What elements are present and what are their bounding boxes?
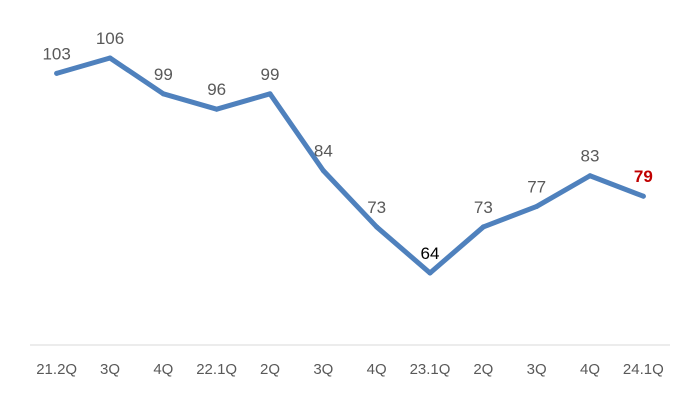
x-tick-label: 23.1Q [410, 361, 451, 378]
x-tick-label: 21.2Q [36, 361, 77, 378]
data-label: 79 [634, 167, 653, 186]
data-label: 73 [474, 198, 493, 217]
data-label: 83 [581, 147, 600, 166]
x-tick-label: 2Q [260, 361, 280, 378]
x-tick-label: 3Q [313, 361, 333, 378]
data-point [640, 193, 646, 199]
data-label: 96 [207, 80, 226, 99]
data-label: 84 [314, 142, 333, 161]
x-tick-label: 2Q [473, 361, 493, 378]
x-tick-label: 4Q [580, 361, 600, 378]
data-point [587, 173, 593, 179]
x-tick-layer: 21.2Q 3Q 4Q 22.1Q 2Q 3Q 4Q 23.1Q 2Q 3Q 4Q 24.1Q [36, 361, 664, 378]
data-label: 99 [261, 65, 280, 84]
x-tick-label: 3Q [527, 361, 547, 378]
data-label: 99 [154, 65, 173, 84]
series-layer [54, 55, 646, 276]
data-label: 77 [527, 177, 546, 196]
data-point [160, 91, 166, 97]
data-point [534, 203, 540, 209]
x-tick-label: 4Q [153, 361, 173, 378]
data-label: 103 [42, 44, 70, 63]
series-line [54, 55, 646, 276]
data-point [480, 224, 486, 230]
data-point [54, 70, 60, 76]
data-point [267, 91, 273, 97]
data-label: 106 [96, 29, 124, 48]
data-point [320, 168, 326, 174]
data-point [427, 270, 433, 276]
data-point [374, 224, 380, 230]
x-tick-label: 3Q [100, 361, 120, 378]
data-label-layer: 103 106 99 96 99 84 73 64 73 77 83 79 [42, 29, 652, 263]
data-label: 64 [421, 244, 440, 263]
x-tick-label: 22.1Q [196, 361, 237, 378]
data-label: 73 [367, 198, 386, 217]
x-tick-label: 24.1Q [623, 361, 664, 378]
data-point [107, 55, 113, 61]
data-point [214, 106, 220, 112]
x-tick-label: 4Q [367, 361, 387, 378]
